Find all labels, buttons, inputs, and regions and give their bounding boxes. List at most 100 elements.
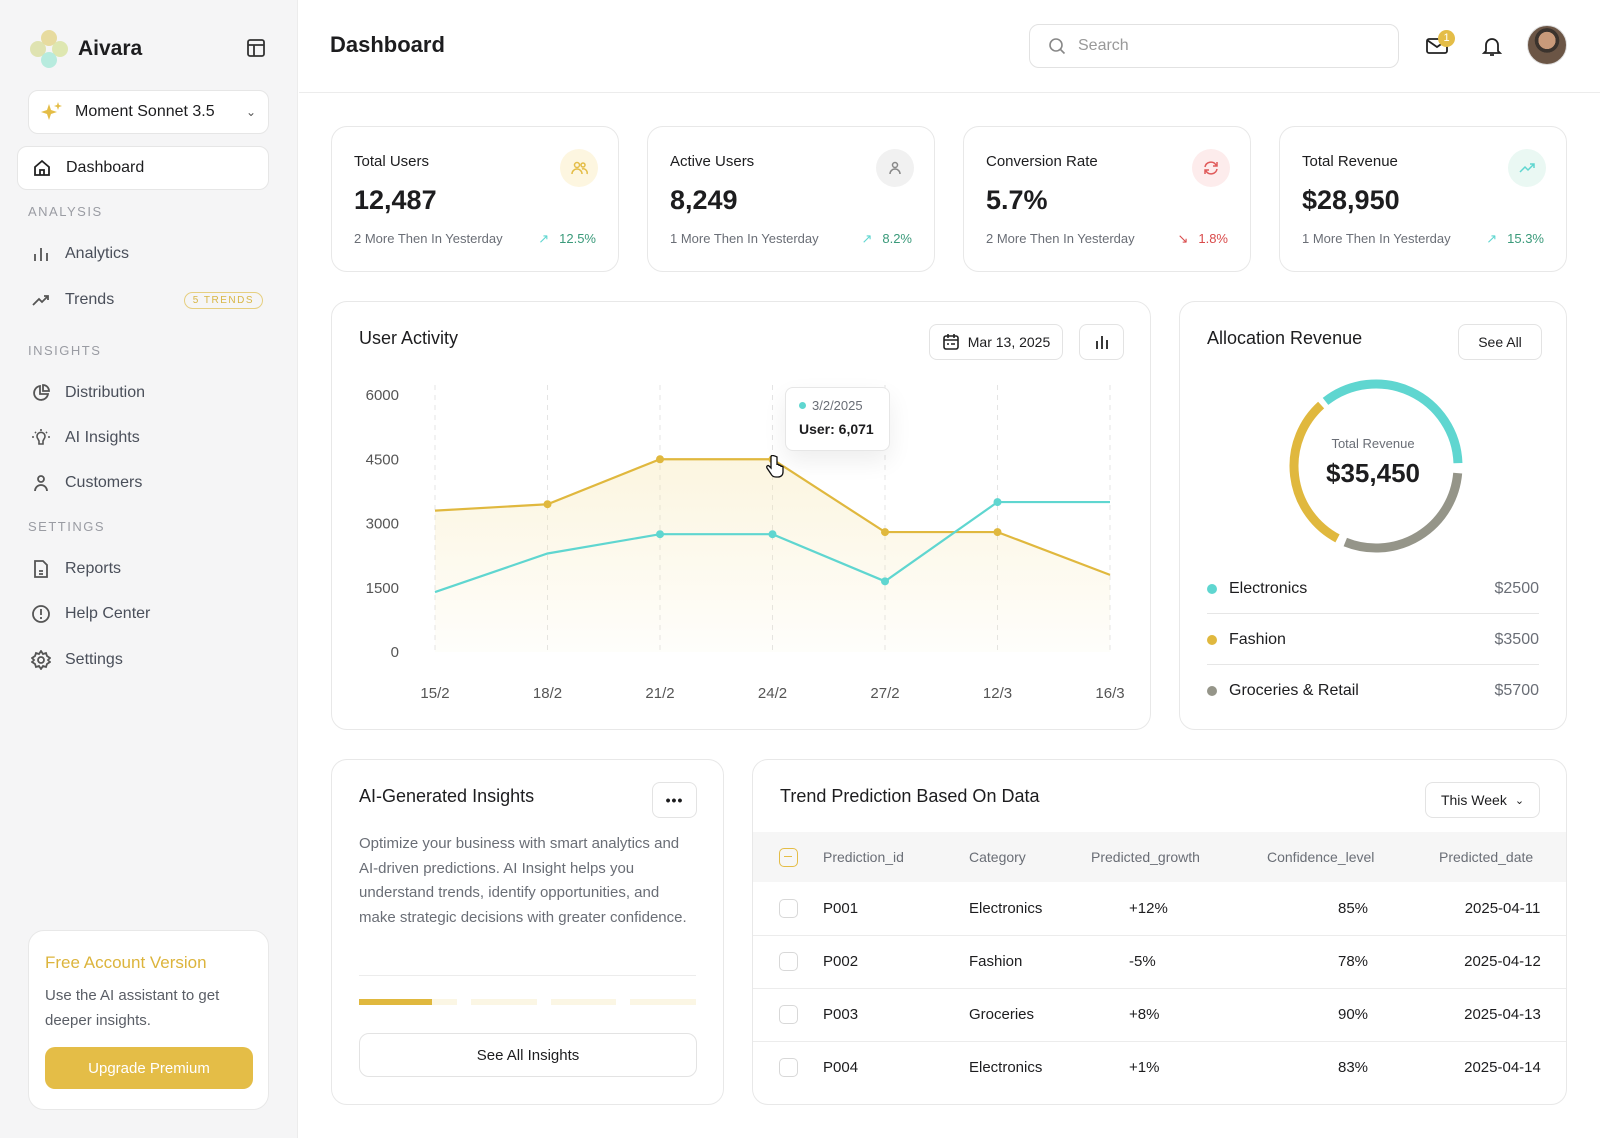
column-header: Predicted_date (1439, 832, 1566, 882)
table-row[interactable]: P001 Electronics +12% 85% 2025-04-11 (753, 882, 1566, 936)
sidebar: Aivara Moment Sonnet 3.5 ⌄ Dashboard ANA… (0, 0, 298, 1138)
chart-type-button[interactable] (1079, 324, 1124, 360)
trend-prediction-card: Trend Prediction Based On Data This Week… (752, 759, 1567, 1105)
sidebar-item-settings[interactable]: Settings (17, 638, 269, 682)
data-point[interactable] (656, 455, 664, 464)
allocation-title: Allocation Revenue (1207, 328, 1363, 348)
alert-circle-icon (32, 605, 50, 623)
row-checkbox[interactable] (779, 952, 798, 971)
table-header: Prediction_id Category Predicted_growth … (753, 832, 1566, 882)
legend-dot (1207, 583, 1217, 594)
stat-icon-badge (876, 149, 914, 187)
data-point[interactable] (656, 530, 664, 539)
data-point[interactable] (543, 500, 552, 509)
ai-insights-text: Optimize your business with smart analyt… (359, 835, 687, 926)
stat-title: Total Users (354, 153, 430, 170)
data-point[interactable] (768, 530, 777, 539)
see-all-insights-button[interactable]: See All Insights (359, 1033, 697, 1077)
table-cell: +12% (1091, 882, 1267, 936)
legend-dot (1207, 634, 1217, 645)
column-header: Confidence_level (1267, 832, 1439, 882)
sidebar-item-distribution[interactable]: Distribution (17, 371, 269, 415)
data-point[interactable] (993, 498, 1002, 507)
donut-segment[interactable] (1322, 379, 1463, 464)
row-checkbox[interactable] (779, 1005, 798, 1024)
sidebar-item-trends[interactable]: Trends 5 TRENDS (17, 278, 269, 322)
donut-segment[interactable] (1289, 401, 1340, 543)
progress-step (471, 999, 537, 1005)
row-checkbox[interactable] (779, 898, 798, 918)
sidebar-item-ai-insights[interactable]: AI Insights (17, 416, 269, 460)
x-tick-label: 21/2 (645, 685, 674, 702)
arrow-up-right-icon: ↗ (538, 231, 550, 246)
legend-value: $3500 (1494, 630, 1540, 648)
table-cell: P004 (823, 1059, 859, 1077)
column-header: Predicted_growth (1091, 832, 1267, 882)
insights-progress (359, 999, 697, 1005)
more-options-button[interactable]: ••• (652, 782, 697, 818)
x-tick-label: 15/2 (420, 685, 449, 702)
data-point[interactable] (993, 528, 1002, 537)
chart-tooltip: 3/2/2025 User: 6,071 (785, 387, 890, 451)
user-activity-card: User Activity Mar 13, 2025 15/2 18/2 21/2 2… (331, 301, 1151, 730)
stat-subtext: 2 More Then In Yesterday (986, 231, 1135, 246)
sidebar-item-dashboard[interactable]: Dashboard (17, 146, 269, 190)
sidebar-item-reports[interactable]: Reports (17, 547, 269, 591)
table-cell: 2025-04-13 (1439, 988, 1566, 1042)
data-point[interactable] (881, 528, 889, 537)
sidebar-item-customers[interactable]: Customers (17, 461, 269, 505)
stat-delta: ↗ 15.3% (1486, 231, 1544, 247)
sidebar-item-analytics[interactable]: Analytics (17, 232, 269, 276)
stat-card: Active Users 8,249 1 More Then In Yester… (647, 126, 935, 272)
stat-subtext: 1 More Then In Yesterday (670, 231, 819, 246)
table-row[interactable]: P003 Groceries +8% 90% 2025-04-13 (753, 988, 1566, 1042)
x-tick-label: 16/3 (1095, 685, 1124, 702)
ai-insights-card: AI-Generated Insights ••• Optimize your … (331, 759, 724, 1105)
tooltip-dot (799, 402, 806, 409)
stat-delta: ↘ 1.8% (1177, 231, 1228, 247)
refresh-icon (1204, 161, 1218, 175)
stat-card: Conversion Rate 5.7% 2 More Then In Yest… (963, 126, 1251, 272)
table-cell: 2025-04-14 (1464, 1059, 1541, 1077)
legend-value: $5700 (1494, 682, 1540, 699)
bar-chart-icon (34, 248, 48, 261)
table-row[interactable]: P002 Fashion -5% 78% 2025-04-12 (753, 935, 1566, 989)
legend-value: $2500 (1494, 579, 1540, 597)
tooltip-date: 3/2/2025 (812, 398, 863, 413)
user-icon (889, 161, 901, 175)
table-cell: 2025-04-11 (1439, 882, 1566, 936)
chevron-down-icon: ⌄ (245, 105, 256, 119)
sidebar-item-label: Dashboard (66, 159, 145, 176)
select-all-checkbox[interactable] (779, 847, 798, 867)
tooltip-value: User: 6,071 (799, 421, 874, 437)
table-row[interactable]: P004 Electronics +1% 83% 2025-04-14 (753, 1041, 1566, 1094)
donut-segment[interactable] (1343, 472, 1463, 553)
table-cell: +1% (1129, 1059, 1160, 1077)
promo-text: Use the AI assistant to get deeper insig… (45, 987, 220, 1029)
date-picker-button[interactable]: Mar 13, 2025 (929, 324, 1063, 360)
calendar-icon (942, 334, 959, 350)
see-all-button[interactable]: See All (1458, 324, 1542, 360)
sidebar-toggle-icon[interactable] (246, 38, 266, 58)
data-point[interactable] (881, 577, 889, 586)
bell-icon[interactable] (1480, 34, 1504, 58)
period-select[interactable]: This Week ⌄ (1425, 782, 1540, 818)
home-icon (34, 159, 50, 176)
upgrade-premium-button[interactable]: Upgrade Premium (45, 1047, 253, 1089)
row-checkbox[interactable] (779, 1058, 798, 1078)
sidebar-item-help-center[interactable]: Help Center (17, 592, 269, 636)
search-input[interactable]: Search (1029, 24, 1399, 68)
stat-icon-badge (1508, 149, 1546, 187)
trend-table: Prediction_id Category Predicted_growth … (753, 832, 1566, 1094)
mail-badge: 1 (1438, 30, 1455, 47)
app-name: Aivara (78, 37, 143, 60)
model-selector[interactable]: Moment Sonnet 3.5 ⌄ (28, 90, 269, 134)
user-activity-title: User Activity (359, 328, 459, 348)
stat-title: Active Users (670, 153, 755, 170)
legend-dot (1207, 686, 1217, 696)
trend-icon (32, 295, 49, 306)
avatar[interactable] (1527, 25, 1567, 65)
x-tick-label: 18/2 (533, 685, 562, 702)
arrow-up-right-icon: ↗ (1486, 231, 1498, 246)
stat-icon-badge (560, 149, 598, 187)
